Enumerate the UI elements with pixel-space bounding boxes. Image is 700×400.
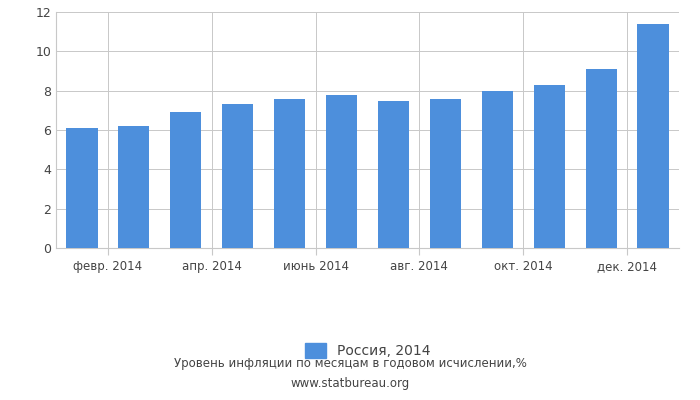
Bar	[638, 24, 668, 248]
Bar	[118, 126, 150, 248]
Bar	[274, 98, 305, 248]
Bar	[326, 95, 357, 248]
Legend: Россия, 2014: Россия, 2014	[299, 338, 436, 364]
Bar	[585, 69, 617, 248]
Bar	[430, 98, 461, 248]
Text: Уровень инфляции по месяцам в годовом исчислении,%: Уровень инфляции по месяцам в годовом ис…	[174, 358, 526, 370]
Text: www.statbureau.org: www.statbureau.org	[290, 378, 410, 390]
Bar	[66, 128, 97, 248]
Bar	[170, 112, 202, 248]
Bar	[378, 100, 409, 248]
Bar	[533, 85, 565, 248]
Bar	[482, 91, 513, 248]
Bar	[222, 104, 253, 248]
